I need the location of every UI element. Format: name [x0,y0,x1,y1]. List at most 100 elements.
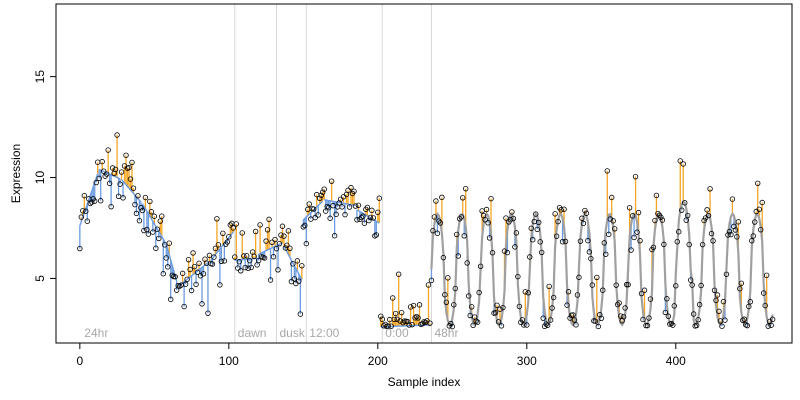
data-point [136,217,143,224]
data-point [763,272,770,279]
data-point [731,223,737,230]
data-point [558,207,564,213]
data-point [683,217,689,223]
data-point [443,299,450,305]
data-point [120,195,126,201]
data-point [78,214,85,220]
data-point [685,212,691,219]
data-point [640,316,646,323]
data-point [744,322,751,329]
data-point [527,254,533,260]
y-tick-label: 5 [33,275,47,282]
data-point [609,194,615,201]
data-point [315,212,321,218]
data-point [445,275,451,281]
data-point [238,268,244,274]
data-point [461,233,467,239]
data-point [549,305,555,311]
data-point [306,201,312,207]
data-point [328,178,335,184]
data-point [617,313,624,319]
data-point [176,283,183,289]
data-point [588,255,594,262]
data-point [346,204,353,210]
data-point [601,240,607,246]
data-point [427,320,433,326]
data-point [658,214,664,221]
data-point [544,322,551,328]
data-point [145,231,152,237]
data-point [251,253,257,260]
data-point [737,285,743,292]
data-point [246,257,253,264]
data-point [339,204,345,210]
data-point [126,164,132,171]
data-point [735,219,742,225]
data-point [555,218,561,225]
data-point [376,195,383,201]
data-point [439,194,445,201]
data-point [416,302,423,308]
data-point [458,214,464,220]
data-point [577,238,584,244]
data-point [752,219,758,225]
data-point [756,206,762,213]
data-point [99,158,105,165]
data-point [248,264,254,271]
data-point [261,255,268,261]
data-point [653,192,660,199]
data-point [695,317,701,323]
data-point [620,314,627,320]
vertical-marker-lines [234,4,432,343]
y-axis: 5 10 15 [33,70,57,282]
data-point [519,317,526,323]
data-point [507,217,514,223]
data-point [409,321,415,328]
data-point [241,253,247,259]
data-point [460,195,466,201]
data-point [500,304,506,311]
data-point [473,318,479,324]
data-point [595,323,602,330]
data-point [749,238,755,244]
data-point [483,206,490,213]
data-point [404,318,411,325]
data-point [117,181,123,187]
data-point [299,263,305,269]
marker-labels: 24hr dawn dusk 12:00 0:00 48hr [84,326,458,340]
data-point [530,237,536,243]
data-point [616,300,622,306]
plot-frame [55,3,793,344]
data-point [187,266,193,273]
data-point [539,249,545,256]
data-point [100,168,107,174]
data-point [711,287,718,294]
data-point [699,241,706,248]
data-point [738,280,745,286]
data-point [509,209,515,215]
data-point [489,250,496,256]
data-point [123,152,129,158]
data-point [582,207,588,214]
data-point [631,234,637,241]
data-point [463,185,469,192]
data-point [629,213,636,219]
data-point [390,295,396,301]
data-point [534,226,540,233]
corner-label: 24hr [84,326,108,340]
data-point [515,273,521,280]
data-point [221,258,228,264]
data-point [379,316,385,322]
data-point [729,196,736,202]
data-point [264,227,271,233]
data-point [758,226,764,233]
data-point [139,207,146,214]
data-point [668,320,675,327]
data-point [561,206,567,212]
data-point [272,236,278,243]
data-point [586,249,593,255]
data-point [97,198,104,204]
x-axis-title: Sample index [388,375,461,389]
data-point [160,271,166,277]
data-point [325,204,332,211]
